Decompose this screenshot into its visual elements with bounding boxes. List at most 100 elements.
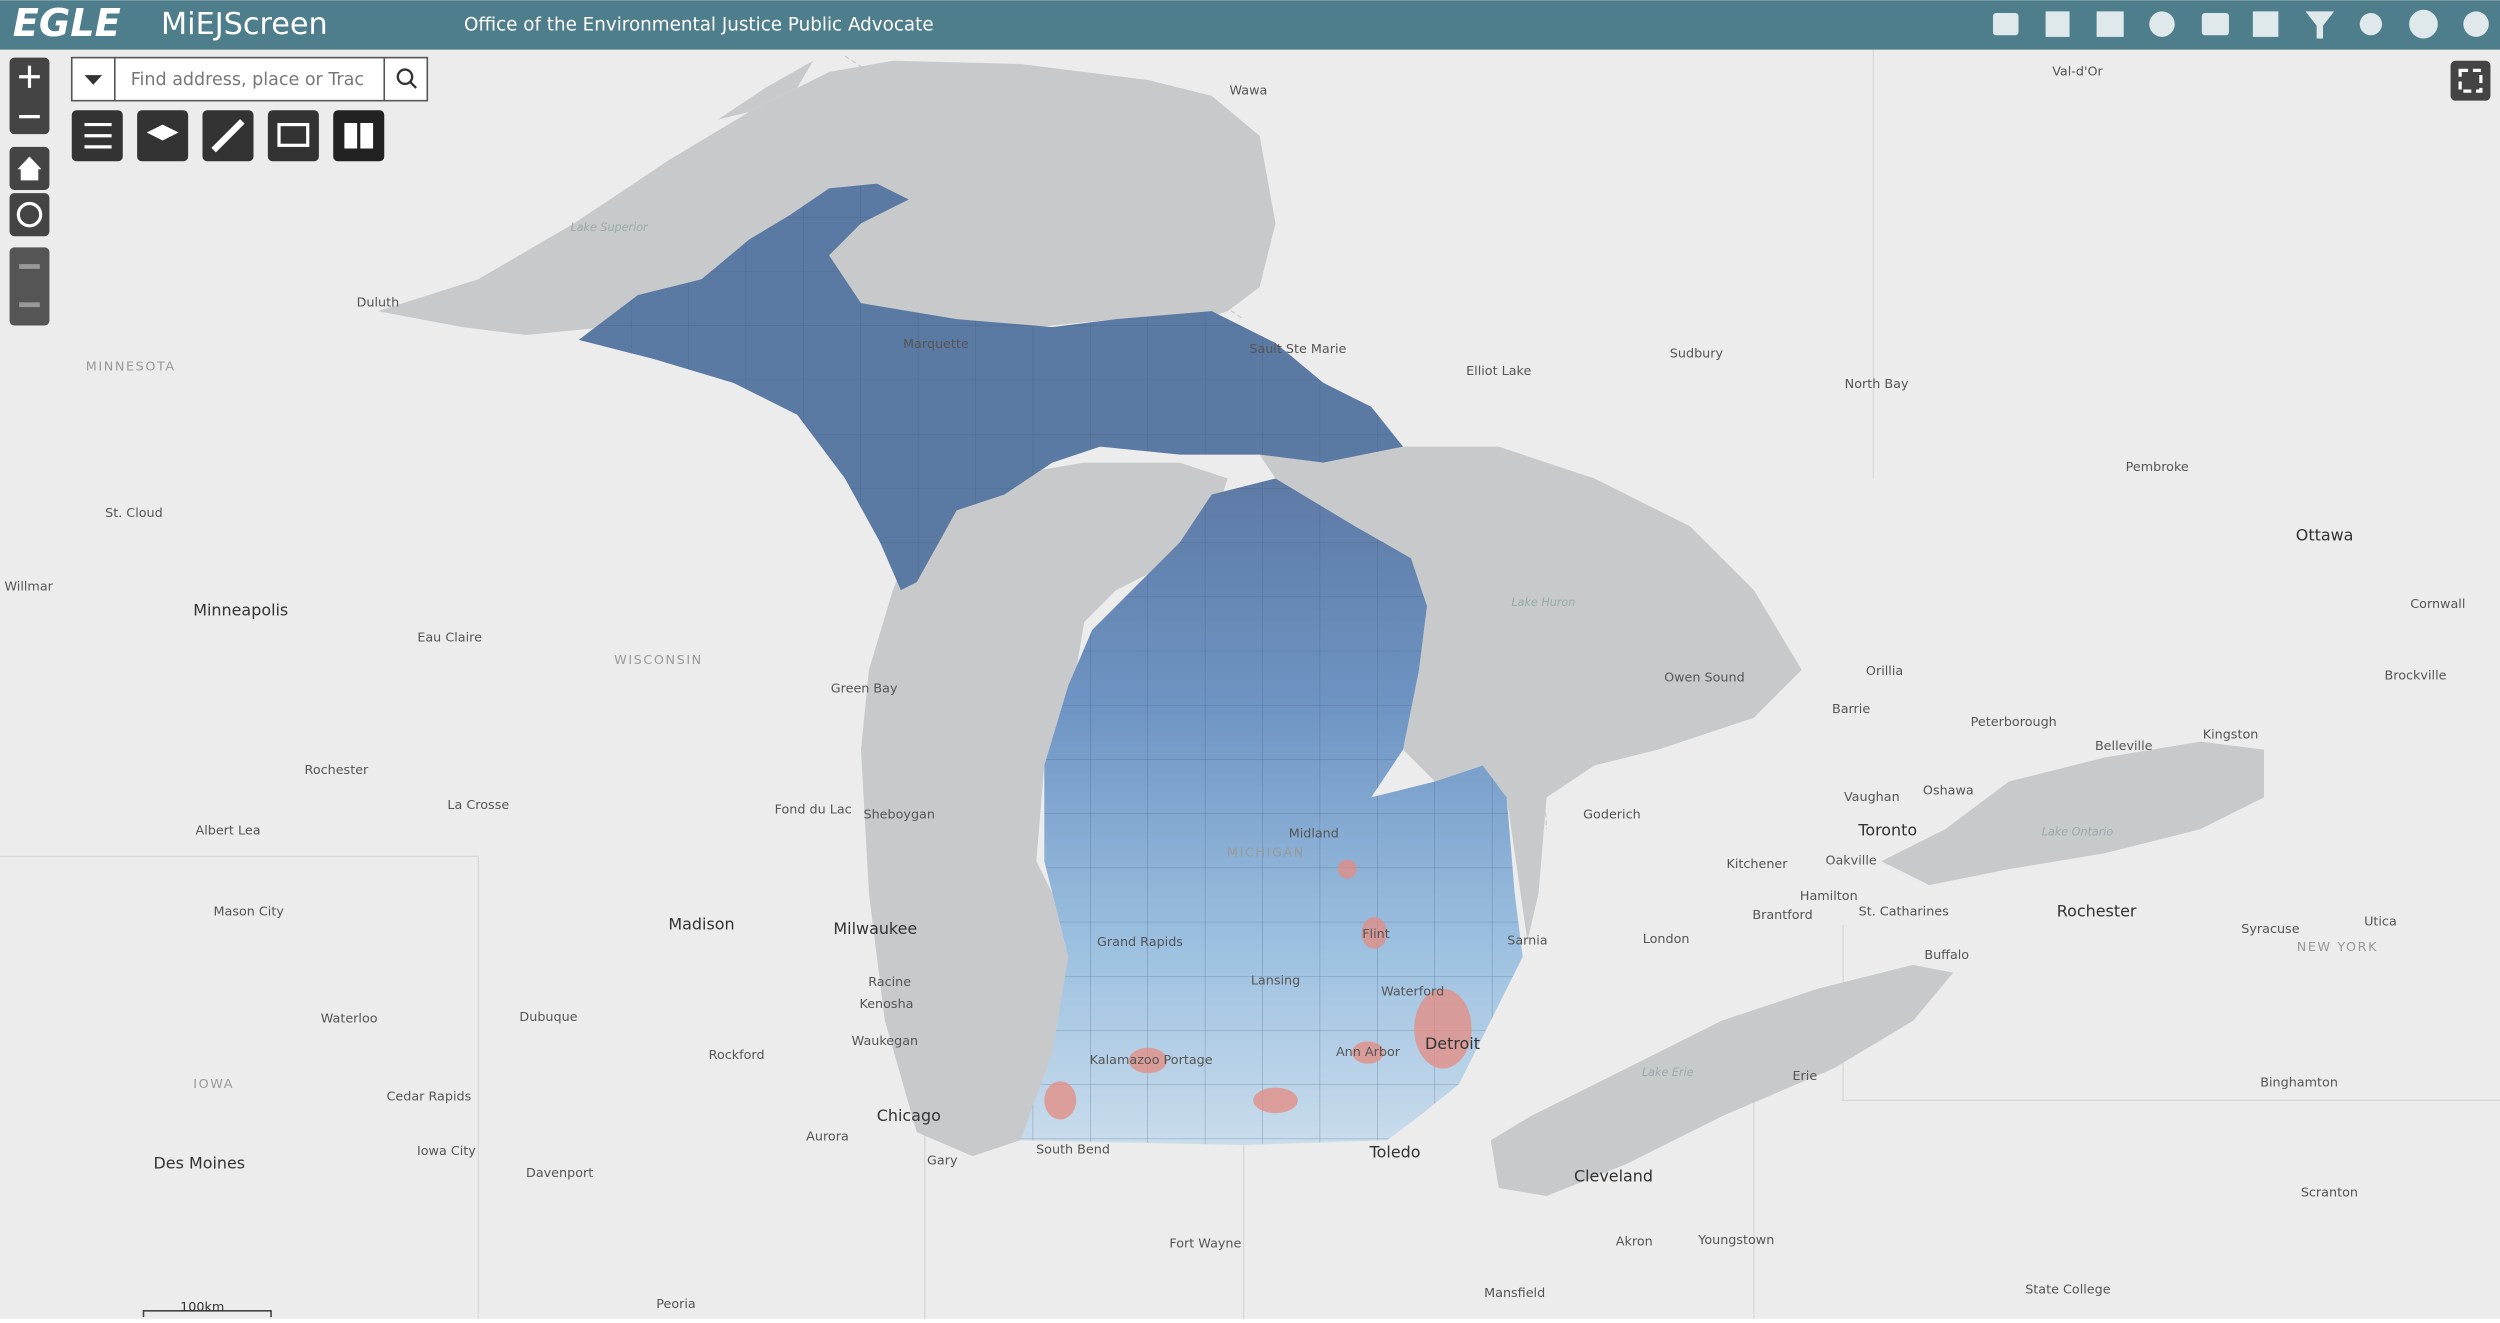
place-label: Oshawa	[1923, 784, 1974, 799]
place-label: Barrie	[1832, 702, 1870, 717]
place-label: Fond du Lac	[775, 803, 852, 818]
place-label: Davenport	[526, 1166, 593, 1181]
place-label: Eau Claire	[417, 630, 482, 645]
place-label: Cleveland	[1574, 1166, 1653, 1185]
place-label: Waukegan	[852, 1034, 918, 1049]
place-label: Green Bay	[831, 681, 898, 696]
place-label: Fort Wayne	[1169, 1236, 1241, 1251]
place-label: Binghamton	[2260, 1075, 2338, 1090]
place-label: Rockford	[709, 1048, 765, 1063]
place-label: Wawa	[1229, 84, 1267, 99]
place-label: Rochester	[2057, 902, 2137, 921]
place-label: Lake Erie	[1642, 1066, 1694, 1079]
place-label: Iowa City	[417, 1144, 476, 1159]
place-label: Willmar	[4, 579, 53, 594]
app-subtitle: Office of the Environmental Justice Publ…	[464, 15, 934, 36]
zoom-controls[interactable]	[9, 57, 50, 326]
place-label: Sudbury	[1670, 347, 1724, 362]
place-label: Belleville	[2095, 739, 2153, 754]
header-tools[interactable]	[1992, 9, 2489, 39]
place-label: Syracuse	[2241, 922, 2299, 937]
place-label: Marquette	[903, 337, 969, 352]
place-label: Racine	[868, 975, 911, 990]
place-label: Aurora	[806, 1130, 849, 1145]
place-label: Buffalo	[1924, 948, 1969, 963]
place-label: IOWA	[193, 1077, 234, 1092]
place-label: Rochester	[305, 763, 370, 778]
place-label: Ann Arbor	[1336, 1045, 1401, 1060]
place-label: Lake Ontario	[2042, 825, 2114, 838]
place-label: Milwaukee	[833, 919, 917, 938]
place-label: Brockville	[2385, 669, 2447, 684]
place-label: London	[1643, 932, 1690, 947]
michigan-tracts	[578, 183, 1523, 1145]
toolbar[interactable]	[71, 110, 385, 162]
place-label: Sault Ste Marie	[1249, 342, 1346, 357]
place-label: Pembroke	[2126, 460, 2189, 475]
app-name: MiEJScreen	[161, 7, 328, 42]
place-label: St. Cloud	[105, 506, 163, 521]
place-label: South Bend	[1036, 1142, 1110, 1157]
place-label: Mason City	[214, 905, 285, 920]
place-label: Utica	[2364, 914, 2397, 929]
place-label: Albert Lea	[195, 823, 260, 838]
place-label: Kalamazoo Portage	[1090, 1053, 1213, 1068]
fullscreen-button[interactable]	[2450, 60, 2491, 101]
place-label: Goderich	[1583, 807, 1641, 822]
place-label: Elliot Lake	[1466, 364, 1531, 379]
map-labels: Wawa Val-d'Or Lake Superior Duluth Marquette…	[4, 64, 2465, 1311]
scale-label: 100km	[180, 1300, 224, 1315]
place-label: Owen Sound	[1664, 670, 1745, 685]
place-label: Cedar Rapids	[387, 1090, 472, 1105]
place-label: Akron	[1616, 1235, 1653, 1250]
place-label: MINNESOTA	[86, 359, 176, 374]
search-box[interactable]: Find address, place or Trac	[70, 56, 429, 102]
place-label: Gary	[927, 1153, 958, 1168]
place-label: Lake Superior	[570, 221, 649, 234]
place-label: Toronto	[1857, 820, 1917, 839]
place-label: Val-d'Or	[2052, 64, 2103, 79]
place-label: Hamilton	[1800, 889, 1858, 904]
place-label: Kitchener	[1727, 857, 1789, 872]
place-label: Cornwall	[2410, 597, 2465, 612]
place-label: Lake Huron	[1511, 596, 1575, 609]
place-label: Duluth	[357, 296, 400, 311]
place-label: State College	[2025, 1283, 2111, 1298]
place-label: Brantford	[1752, 908, 1812, 923]
place-label: Midland	[1289, 827, 1339, 842]
place-label: Vaughan	[1844, 790, 1900, 805]
place-label: Peterborough	[1971, 715, 2057, 730]
place-label: Mansfield	[1484, 1286, 1545, 1301]
place-label: Dubuque	[519, 1010, 577, 1025]
place-label: La Crosse	[447, 798, 509, 813]
search-placeholder: Find address, place or Trac	[131, 70, 364, 90]
place-label: Toledo	[1369, 1142, 1421, 1161]
place-label: Youngstown	[1697, 1233, 1774, 1248]
place-label: Waterford	[1381, 984, 1444, 999]
place-label: St. Catharines	[1859, 905, 1950, 920]
place-label: Minneapolis	[193, 600, 288, 619]
place-label: Chicago	[877, 1106, 941, 1125]
place-label: North Bay	[1845, 377, 1909, 392]
place-label: Kingston	[2203, 728, 2259, 743]
place-label: Sarnia	[1507, 933, 1547, 948]
logo: EGLE	[13, 1, 121, 46]
place-label: Sheboygan	[864, 807, 935, 822]
place-label: Kenosha	[859, 997, 913, 1012]
place-label: Lansing	[1251, 973, 1300, 988]
place-label: Peoria	[656, 1297, 695, 1312]
place-label: Flint	[1362, 927, 1390, 942]
place-label: WISCONSIN	[614, 653, 703, 668]
place-label: Scranton	[2301, 1185, 2358, 1200]
place-label: Grand Rapids	[1097, 935, 1183, 950]
place-label: Orillia	[1866, 664, 1903, 679]
place-label: Oakville	[1825, 854, 1876, 869]
place-label: Erie	[1793, 1069, 1818, 1084]
scale-bar: 100km	[142, 1300, 272, 1318]
place-label: Madison	[668, 914, 734, 933]
place-label: Detroit	[1425, 1034, 1480, 1053]
place-label: MICHIGAN	[1227, 846, 1305, 861]
place-label: Des Moines	[154, 1154, 246, 1173]
